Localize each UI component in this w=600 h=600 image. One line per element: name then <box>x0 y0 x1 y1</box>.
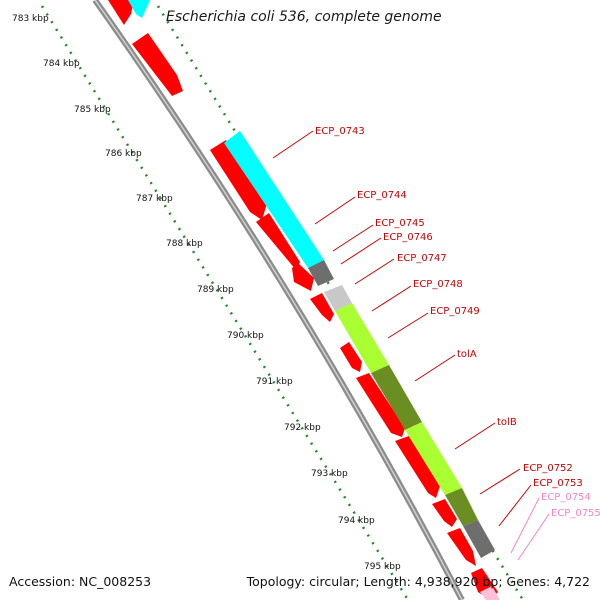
accession-text: Accession: NC_008253 <box>9 574 152 589</box>
tick-label: 786 kbp <box>105 149 142 159</box>
gene-label-faded[interactable]: ECP_0755 <box>551 508 600 519</box>
gene-arrow[interactable] <box>340 342 362 372</box>
gene-label[interactable]: ECP_0743 <box>315 126 365 137</box>
leader-line <box>371 285 412 312</box>
feature-dark-gray[interactable] <box>308 260 334 286</box>
tick-label: 788 kbp <box>166 239 203 249</box>
gene-arrow[interactable] <box>432 499 457 527</box>
gene-label[interactable]: ECP_0753 <box>533 478 583 489</box>
gene-arrow[interactable] <box>108 0 134 25</box>
gene-arrow[interactable] <box>395 436 440 498</box>
feature-olive[interactable] <box>371 365 422 430</box>
gene-arrow[interactable] <box>132 33 183 96</box>
tick-label: 784 kbp <box>43 59 80 69</box>
tick-label: 790 kbp <box>227 331 264 341</box>
scale-dotted-line-left <box>40 5 410 600</box>
gene-label[interactable]: ECP_0744 <box>357 190 407 201</box>
leader-line <box>340 237 382 265</box>
leader-line <box>517 513 550 561</box>
leader-line <box>354 258 395 285</box>
feature-pink[interactable] <box>480 586 500 600</box>
feature-light-green[interactable] <box>405 422 462 495</box>
label-leaders <box>272 130 532 527</box>
feature-light-gray[interactable] <box>324 285 352 311</box>
leader-line <box>387 312 429 339</box>
feature-dark-gray[interactable] <box>463 520 495 558</box>
gene-label[interactable]: ECP_0746 <box>383 232 433 243</box>
gene-arrow[interactable] <box>292 263 314 291</box>
tick-label: 785 kbp <box>74 105 111 115</box>
tick-label: 794 kbp <box>338 516 375 526</box>
gene-label[interactable]: ECP_0748 <box>413 279 463 290</box>
genome-title: Escherichia coli 536, complete genome <box>166 9 442 25</box>
feature-light-green[interactable] <box>335 303 389 373</box>
feature-olive[interactable] <box>445 488 478 526</box>
leader-line <box>498 484 532 527</box>
leader-line <box>414 354 456 382</box>
gene-label-faded[interactable]: ECP_0754 <box>541 492 591 503</box>
tick-label: 792 kbp <box>284 423 321 433</box>
gene-label[interactable]: tolB <box>497 417 517 428</box>
tick-label: 783 kbp <box>12 14 49 24</box>
tick-label: 789 kbp <box>197 285 234 295</box>
gene-arrow[interactable] <box>210 140 268 220</box>
tick-label: 795 kbp <box>364 562 401 572</box>
gene-arrow[interactable] <box>356 373 405 437</box>
tick-label: 791 kbp <box>256 377 293 387</box>
gene-arrow[interactable] <box>310 293 334 322</box>
leader-line <box>314 196 356 225</box>
gene-label[interactable]: ECP_0745 <box>375 218 425 229</box>
label-leaders-faded <box>510 497 550 561</box>
tick-label: 793 kbp <box>311 469 348 479</box>
gene-label[interactable]: ECP_0747 <box>397 253 447 264</box>
genome-backbone-highlight <box>94 0 463 600</box>
topology-text: Topology: circular; Length: 4,938,920 bp… <box>246 574 590 589</box>
leader-line <box>454 422 496 450</box>
gene-label[interactable]: ECP_0749 <box>430 306 480 317</box>
genome-backbone <box>92 0 465 600</box>
gene-label[interactable]: tolA <box>457 349 477 360</box>
leader-line <box>332 224 374 252</box>
leader-line <box>272 130 314 159</box>
gene-arrow[interactable] <box>256 213 300 270</box>
tick-label: 787 kbp <box>136 194 173 204</box>
feature-cyan[interactable] <box>224 131 324 268</box>
leader-line <box>479 468 521 495</box>
leader-line <box>510 497 540 554</box>
feature-cyan[interactable] <box>128 0 150 18</box>
gene-label[interactable]: ECP_0752 <box>523 463 573 474</box>
gene-arrow[interactable] <box>447 528 476 566</box>
